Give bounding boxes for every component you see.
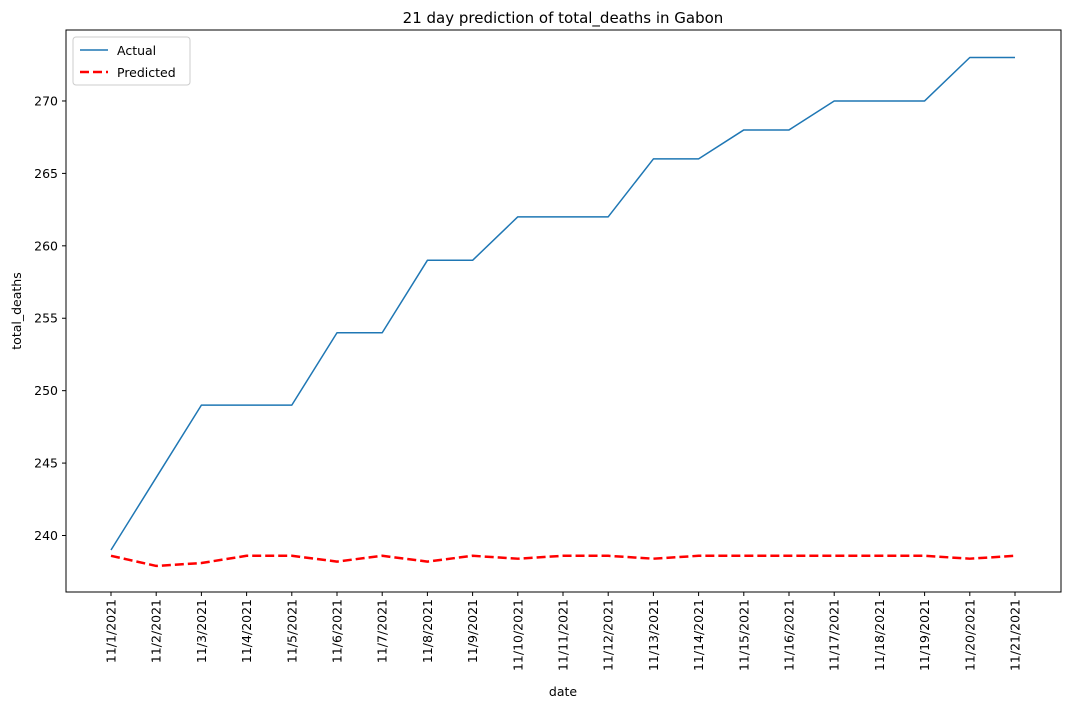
x-tick-label-14: 11/14/2021 [691,599,706,671]
x-tick-label-17: 11/17/2021 [827,599,842,671]
x-tick-label-15: 11/15/2021 [736,599,751,671]
series-line-predicted [110,554,1016,568]
x-tick-label-16: 11/16/2021 [782,599,797,671]
y-tick-label-240: 240 [34,528,58,543]
x-tick-label-19: 11/19/2021 [917,599,932,671]
x-tick-label-7: 11/7/2021 [375,599,390,663]
x-tick-label-21: 11/21/2021 [1008,599,1023,671]
x-axis: 11/1/2021 11/2/2021 11/3/2021 11/4/2021 11/5… [104,592,1023,671]
chart-title: 21 day prediction of total_deaths in Gab… [403,9,724,28]
x-axis-label: date [549,684,577,699]
y-tick-label-250: 250 [34,383,58,398]
x-tick-label-11: 11/11/2021 [556,599,571,671]
x-tick-label-3: 11/3/2021 [194,599,209,663]
y-tick-label-245: 245 [34,456,58,471]
x-tick-label-6: 11/6/2021 [330,599,345,663]
legend-box [72,36,191,86]
y-axis-label: total_deaths [9,272,24,349]
y-tick-label-270: 270 [34,93,58,108]
legend-label-predicted: Predicted [117,65,176,80]
y-tick-label-260: 260 [34,238,58,253]
x-tick-label-10: 11/10/2021 [510,599,525,671]
series-layer [110,56,1016,568]
y-tick-label-255: 255 [34,311,58,326]
plot-frame [65,29,1062,593]
x-tick-label-20: 11/20/2021 [962,599,977,671]
x-tick-label-2: 11/2/2021 [149,599,164,663]
x-tick-label-12: 11/12/2021 [601,599,616,671]
x-tick-label-9: 11/9/2021 [465,599,480,663]
x-tick-label-1: 11/1/2021 [104,599,119,663]
y-axis: 240 245 250 255 260 265 270 [34,93,66,543]
x-tick-label-13: 11/13/2021 [646,599,661,671]
legend: Actual Predicted [72,36,191,86]
x-tick-label-18: 11/18/2021 [872,599,887,671]
x-tick-label-5: 11/5/2021 [284,599,299,663]
series-line-actual [110,56,1015,551]
x-tick-label-8: 11/8/2021 [420,599,435,663]
legend-label-actual: Actual [117,43,156,58]
y-tick-label-265: 265 [34,166,58,181]
x-tick-label-4: 11/4/2021 [239,599,254,663]
